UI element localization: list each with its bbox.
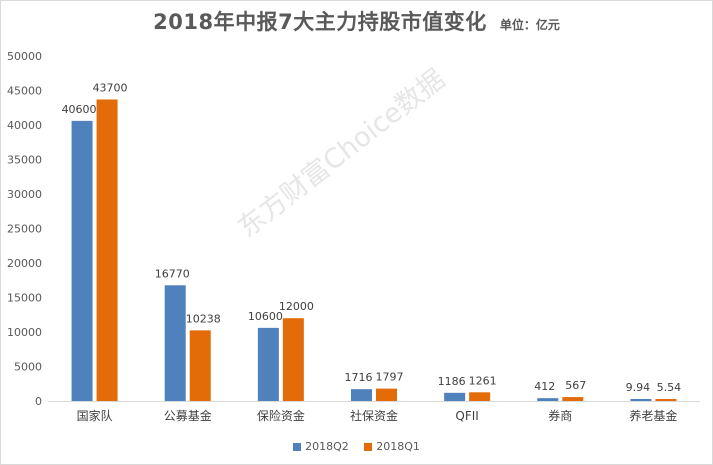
bars	[71, 99, 677, 402]
bar-2018Q1-6	[655, 399, 677, 401]
bar-2018Q1-1	[189, 330, 211, 401]
y-tick-label: 25000	[7, 223, 42, 236]
legend-item-q2: 2018Q2	[293, 440, 349, 453]
x-category-label: 社保资金	[350, 408, 398, 423]
bar-2018Q2-0	[71, 120, 93, 402]
x-category-label: 国家队	[77, 408, 113, 423]
bar-2018Q2-3	[351, 389, 372, 401]
data-label: 1716	[345, 371, 373, 384]
bar-2018Q1-3	[376, 388, 397, 401]
chart-title: 2018年中报7大主力持股市值变化	[153, 10, 487, 34]
chart-header: 2018年中报7大主力持股市值变化 单位：亿元	[0, 6, 713, 36]
bar-2018Q1-0	[96, 99, 118, 401]
data-label: 1797	[376, 371, 404, 384]
y-tick-label: 40000	[7, 119, 42, 132]
data-label: 1261	[469, 374, 497, 387]
y-tick-label: 50000	[7, 50, 42, 63]
bar-2018Q1-5	[562, 397, 584, 401]
bar-2018Q2-5	[537, 398, 559, 401]
x-category-label: QFII	[455, 409, 478, 423]
legend-swatch-q2	[293, 443, 302, 451]
data-label: 10600	[248, 310, 283, 323]
x-category-label: 保险资金	[257, 408, 305, 423]
bar-2018Q1-4	[469, 392, 491, 401]
bar-2018Q2-6	[630, 399, 652, 401]
bar-2018Q1-2	[282, 318, 304, 401]
x-category-label: 公募基金	[164, 408, 212, 423]
y-tick-label: 20000	[7, 257, 42, 270]
y-tick-label: 5000	[14, 361, 42, 374]
y-tick-label: 30000	[7, 188, 42, 201]
y-tick-label: 15000	[7, 292, 42, 305]
data-label: 43700	[93, 81, 128, 94]
data-label: 10238	[186, 312, 221, 325]
x-axis: 国家队 公募基金 保险资金 社保资金 QFII 券商 养老基金	[48, 401, 700, 423]
x-category-label: 券商	[548, 408, 572, 423]
bar-2018Q2-4	[444, 392, 466, 401]
legend-label-q2: 2018Q2	[305, 440, 349, 453]
chart-unit: 单位：亿元	[499, 18, 560, 32]
legend: 2018Q2 2018Q1	[0, 440, 713, 453]
data-label: 567	[565, 379, 586, 392]
bar-2018Q2-1	[164, 285, 186, 401]
y-tick-label: 0	[35, 395, 42, 408]
y-axis: 0 5000 10000 15000 20000 25000 30000 35000 40000…	[7, 50, 42, 408]
legend-item-q1: 2018Q1	[364, 440, 420, 453]
data-label: 16770	[155, 267, 190, 280]
data-label: 9.94	[626, 381, 651, 394]
y-tick-label: 35000	[7, 154, 42, 167]
legend-swatch-q1	[364, 443, 373, 451]
y-tick-label: 45000	[7, 85, 42, 98]
data-label: 40600	[62, 103, 97, 116]
x-category-label: 养老基金	[629, 408, 677, 423]
bar-2018Q2-2	[257, 327, 279, 401]
data-label: 12000	[279, 300, 314, 313]
data-label: 412	[534, 380, 555, 393]
y-tick-label: 10000	[7, 326, 42, 339]
data-label: 1186	[438, 375, 466, 388]
data-label: 5.54	[657, 381, 682, 394]
legend-label-q1: 2018Q1	[376, 440, 420, 453]
